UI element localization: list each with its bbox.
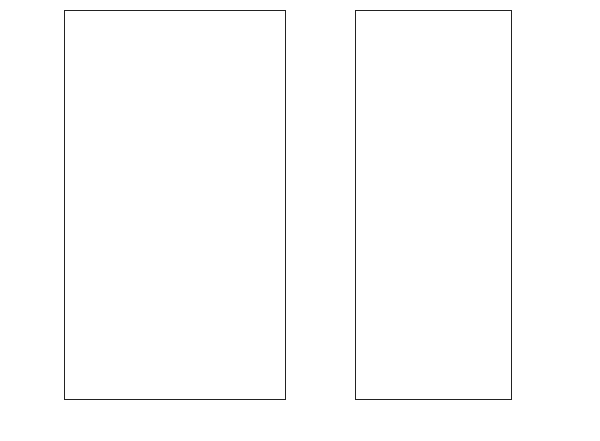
- legend-entry-pathway2: [520, 82, 554, 84]
- legend-line-pathway2: [520, 82, 554, 84]
- monitor-plot: [355, 10, 512, 400]
- legend: [520, 8, 554, 84]
- legend-line-pathway1: [520, 48, 554, 50]
- monitor-curves: [356, 11, 600, 161]
- field-heatmap: [65, 11, 285, 399]
- legend-entry-pathway1: [520, 48, 554, 50]
- field-plot: [64, 10, 286, 400]
- z-axis-label: [9, 160, 27, 250]
